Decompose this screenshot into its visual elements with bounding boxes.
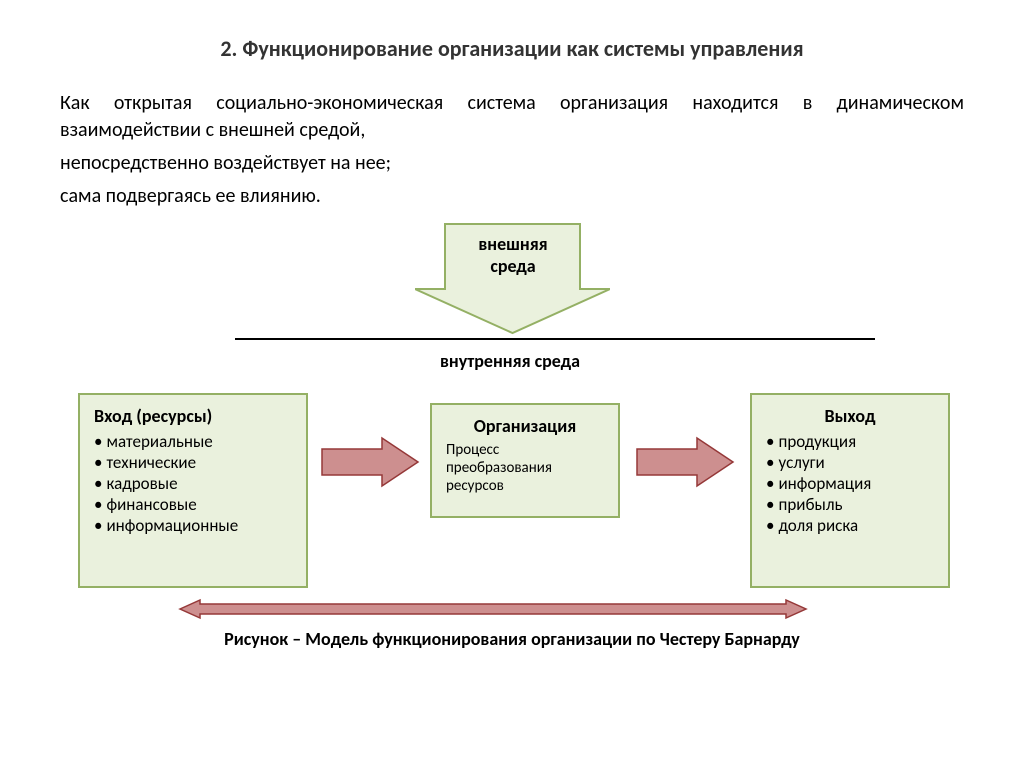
input-box: Вход (ресурсы) материальные технические … [78,393,308,588]
org-heading: Организация [446,415,604,437]
figure-caption: Рисунок – Модель функционирования органи… [60,628,964,650]
input-item: информационные [94,515,292,536]
org-subtext: Процесс преобразования ресурсов [446,441,604,495]
output-item: доля риска [766,515,934,536]
organization-box: Организация Процесс преобразования ресур… [430,403,620,518]
arrow-right-icon [320,436,420,488]
paragraph-1: Как открытая социально-экономическая сис… [60,90,964,144]
internal-env-label: внутренняя среда [60,350,960,372]
output-item: информация [766,473,934,494]
output-box: Выход продукция услуги информация прибыл… [750,393,950,588]
paragraph-3: сама подвергаясь ее влиянию. [60,183,964,210]
double-arrow-icon [178,598,808,620]
output-heading: Выход [766,405,934,427]
output-item: прибыль [766,494,934,515]
paragraph-2: непосредственно воздействует на нее; [60,150,964,177]
external-env-label: внешняя среда [458,233,568,277]
output-list: продукция услуги информация прибыль доля… [766,431,934,536]
arrow-right-icon [635,436,735,488]
input-item: технические [94,452,292,473]
input-list: материальные технические кадровые финанс… [94,431,292,536]
input-heading: Вход (ресурсы) [94,405,292,427]
input-item: кадровые [94,473,292,494]
diagram: внешняя среда внутренняя среда Вход (рес… [60,218,964,648]
slide-title: 2. Функционирование организации как сист… [60,35,964,62]
input-item: финансовые [94,494,292,515]
output-item: услуги [766,452,934,473]
divider-line [235,338,875,340]
input-item: материальные [94,431,292,452]
output-item: продукция [766,431,934,452]
